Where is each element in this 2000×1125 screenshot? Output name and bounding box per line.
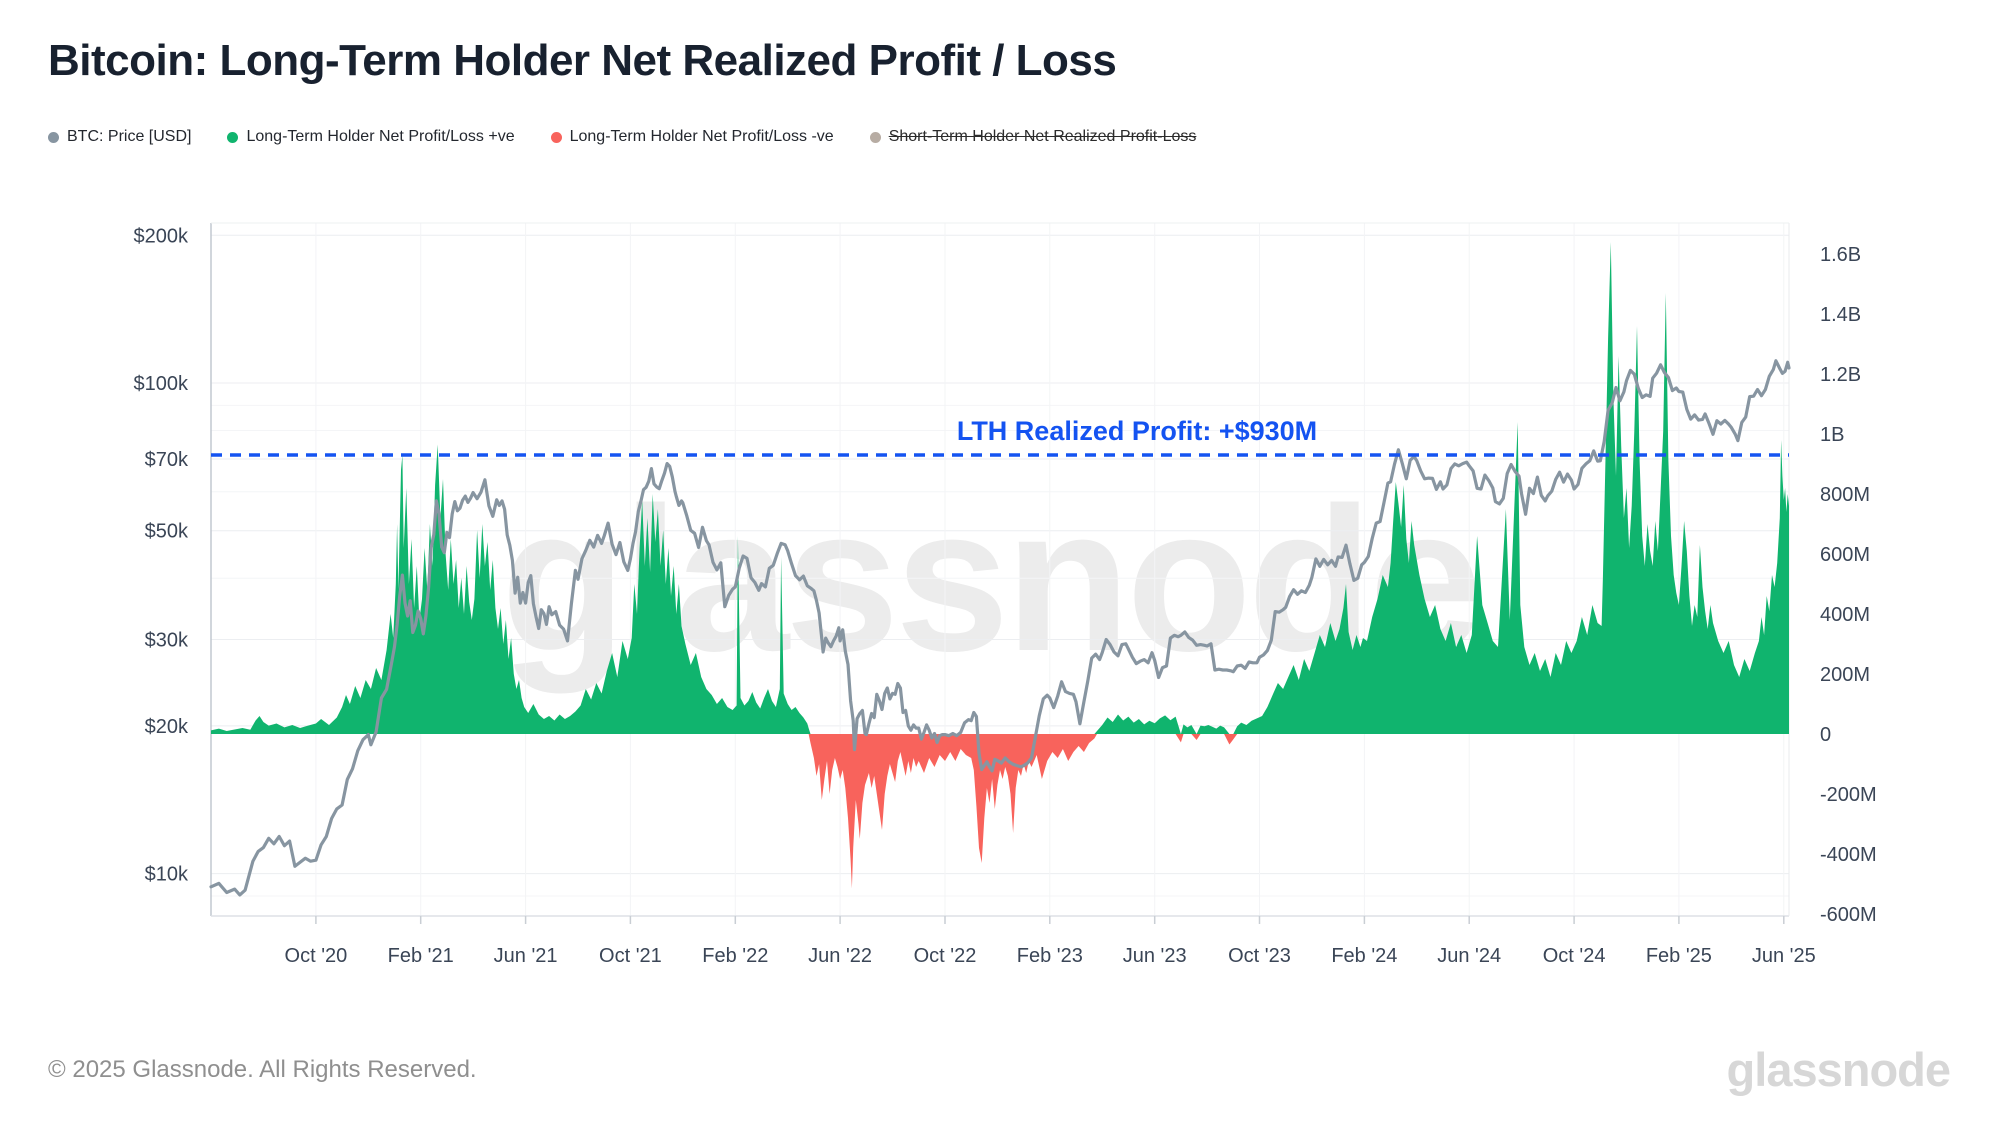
x-axis-label: Jun '23	[1123, 945, 1187, 967]
y-right-tick-label: 1.2B	[1820, 364, 1861, 386]
y-right-tick-label: 1.6B	[1820, 244, 1861, 266]
x-axis-label: Oct '21	[599, 945, 662, 967]
x-axis-label: Feb '25	[1646, 945, 1712, 967]
x-axis-label: Oct '24	[1543, 945, 1606, 967]
x-axis-label: Feb '24	[1331, 945, 1397, 967]
legend-item-2[interactable]: Long-Term Holder Net Profit/Loss -ve	[550, 128, 834, 146]
y-left-tick-label: $30k	[145, 630, 189, 652]
y-left-tick-label: $200k	[134, 225, 189, 247]
legend-item-label: Long-Term Holder Net Profit/Loss -ve	[569, 128, 834, 145]
y-axis-left-labels: $200k $100k $70k $50k $30k $20k $10k	[134, 225, 189, 885]
y-right-tick-label: 0	[1820, 724, 1831, 746]
x-axis-labels: Oct '20 Feb '21 Jun '21 Oct '21 Feb '22 Jun '…	[285, 916, 1816, 967]
lth-net-profit-loss-area	[211, 242, 1789, 889]
y-left-tick-label: $20k	[145, 716, 189, 738]
y-left-tick-label: $50k	[145, 521, 189, 543]
y-right-tick-label: 1B	[1820, 424, 1844, 446]
y-left-tick-label: $10k	[145, 864, 189, 886]
legend-dot-icon	[48, 131, 59, 143]
y-left-tick-label: $100k	[134, 373, 189, 395]
legend: BTC: Price [USD] Long-Term Holder Net Pro…	[48, 128, 1196, 146]
legend-item-label: Long-Term Holder Net Profit/Loss +ve	[246, 128, 515, 145]
lth-profit-negative-area	[211, 734, 1789, 889]
y-right-tick-label: -200M	[1820, 784, 1877, 806]
x-axis-label: Feb '22	[702, 945, 768, 967]
y-axis-right-labels: 1.6B 1.4B 1.2B 1B 800M 600M 400M 200M 0 -200M -400…	[1820, 244, 1877, 926]
y-right-tick-label: 200M	[1820, 664, 1870, 686]
btc-price-line	[209, 359, 1791, 897]
y-right-tick-label: 600M	[1820, 544, 1870, 566]
y-left-tick-label: $70k	[145, 449, 189, 471]
y-right-tick-label: -600M	[1820, 904, 1877, 926]
legend-item-0[interactable]: BTC: Price [USD]	[48, 128, 191, 146]
y-right-tick-label: 800M	[1820, 484, 1870, 506]
x-axis-label: Oct '22	[914, 945, 977, 967]
legend-dot-icon	[227, 131, 239, 143]
y-right-tick-label: -400M	[1820, 844, 1877, 866]
x-axis-label: Jun '25	[1752, 945, 1816, 967]
vertical-gridlines	[315, 223, 1785, 916]
legend-item-3[interactable]: Short-Term Holder Net Realized Profit-Lo…	[869, 128, 1197, 146]
annotation-label: LTH Realized Profit: +$930M	[957, 416, 1317, 446]
y-right-tick-label: 1.4B	[1820, 304, 1861, 326]
y-right-tick-label: 400M	[1820, 604, 1870, 626]
chart-plot-area[interactable]	[211, 223, 1789, 916]
x-axis-label: Feb '23	[1017, 945, 1083, 967]
x-axis-label: Feb '21	[388, 945, 454, 967]
x-axis-label: Jun '24	[1437, 945, 1501, 967]
btc-price-path	[209, 359, 1791, 897]
lth-profit-positive-area	[211, 242, 1789, 734]
x-axis-label: Oct '23	[1228, 945, 1291, 967]
x-axis-label: Jun '21	[494, 945, 558, 967]
legend-dot-icon	[550, 131, 562, 143]
x-axis-label: Oct '20	[285, 945, 348, 967]
legend-dot-icon	[869, 131, 881, 143]
legend-item-label: BTC: Price [USD]	[67, 128, 192, 145]
page-title: Bitcoin: Long-Term Holder Net Realized P…	[48, 36, 1117, 85]
glassnode-logo: glassnode	[1726, 1043, 1951, 1096]
legend-item-1[interactable]: Long-Term Holder Net Profit/Loss +ve	[227, 128, 515, 146]
copyright-text: © 2025 Glassnode. All Rights Reserved.	[48, 1056, 477, 1083]
legend-item-label: Short-Term Holder Net Realized Profit-Lo…	[888, 128, 1197, 145]
x-axis-label: Jun '22	[808, 945, 872, 967]
